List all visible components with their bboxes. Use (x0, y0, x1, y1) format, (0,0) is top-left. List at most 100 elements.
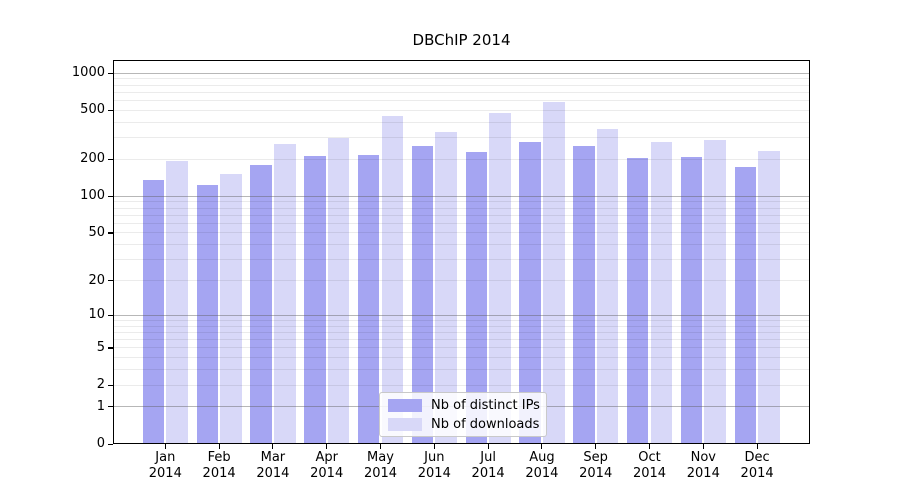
y-tick-label: 1000 (71, 65, 105, 81)
bar-distinct-ips-may (357, 155, 380, 444)
bar-downloads-mar (274, 143, 296, 444)
bar-downloads-oct (650, 141, 673, 444)
y-tick-mark (108, 347, 113, 349)
bar-distinct-ips-dec (734, 167, 756, 444)
bar-downloads-nov (704, 140, 726, 444)
x-tick-label: Jun 2014 (417, 450, 451, 481)
y-tick-mark (108, 109, 113, 112)
minor-gridline (113, 325, 810, 327)
y-tick-mark (108, 406, 113, 408)
bar-downloads-jul (489, 112, 511, 444)
x-tick-mark (326, 444, 328, 449)
bar-distinct-ips-nov (680, 156, 703, 444)
bar-distinct-ips-mar (250, 164, 272, 444)
minor-gridline (113, 78, 810, 80)
legend: Nb of distinct IPs Nb of downloads (379, 392, 547, 437)
y-tick-label: 200 (80, 151, 105, 167)
minor-gridline (113, 121, 810, 123)
x-tick-label: Jul 2014 (471, 450, 505, 481)
y-tick-label: 20 (88, 272, 105, 288)
x-tick-mark (164, 444, 166, 449)
minor-gridline (113, 232, 810, 234)
y-tick-mark (108, 443, 113, 445)
minor-gridline (113, 214, 810, 216)
y-tick-label: 50 (88, 224, 105, 240)
x-tick-label: Nov 2014 (686, 450, 720, 481)
y-tick-mark (108, 280, 113, 282)
chart-title: DBChIP 2014 (412, 31, 511, 49)
x-tick-label: Apr 2014 (310, 450, 344, 481)
minor-gridline (113, 84, 810, 86)
bar-downloads-may (381, 115, 404, 444)
x-tick-label: Sep 2014 (579, 450, 613, 481)
y-tick-mark (108, 232, 113, 234)
x-tick-mark (756, 444, 758, 449)
y-tick-label: 500 (80, 102, 105, 118)
x-tick-label: Aug 2014 (525, 450, 559, 481)
bar-downloads-jun (435, 132, 457, 444)
legend-item-downloads: Nb of downloads (388, 416, 540, 432)
y-tick-label: 2 (96, 377, 105, 393)
x-tick-mark (272, 444, 274, 449)
x-tick-mark (702, 444, 704, 449)
x-tick-label: Mar 2014 (256, 450, 290, 481)
y-tick-mark (108, 195, 113, 197)
x-tick-mark (487, 444, 489, 449)
minor-gridline (113, 201, 810, 203)
bar-distinct-ips-jun (411, 145, 434, 444)
minor-gridline (113, 91, 810, 93)
minor-gridline (113, 280, 810, 282)
bar-distinct-ips-jul (465, 152, 487, 444)
minor-gridline (113, 259, 810, 261)
y-tick-mark (108, 72, 113, 74)
minor-gridline (113, 137, 810, 139)
legend-label-downloads: Nb of downloads (431, 416, 540, 432)
bar-distinct-ips-feb (196, 184, 218, 444)
x-tick-label: Oct 2014 (632, 450, 667, 481)
x-tick-label: Dec 2014 (740, 450, 774, 481)
minor-gridline (113, 339, 810, 341)
y-tick-label: 0 (96, 436, 105, 451)
bar-downloads-feb (220, 173, 242, 444)
minor-gridline (113, 207, 810, 209)
y-tick-mark (108, 314, 113, 316)
x-tick-label: May 2014 (363, 450, 398, 481)
legend-label-distinct-ips: Nb of distinct IPs (431, 397, 540, 413)
minor-gridline (113, 222, 810, 224)
y-tick-label: 1 (96, 398, 105, 414)
y-tick-label: 10 (88, 307, 105, 323)
x-tick-mark (541, 444, 543, 449)
bar-distinct-ips-sep (573, 145, 595, 444)
x-tick-mark (433, 444, 435, 449)
y-tick-mark (108, 384, 113, 386)
x-tick-mark (218, 444, 220, 449)
bar-distinct-ips-oct (626, 158, 649, 444)
legend-swatch-distinct-ips (388, 398, 422, 412)
plot-area: Nb of distinct IPs Nb of downloads 0 1 2 5 1… (72, 60, 810, 481)
bar-downloads-dec (758, 151, 780, 444)
legend-swatch-downloads (388, 417, 422, 431)
minor-gridline (113, 109, 810, 111)
x-tick-label: Feb 2014 (202, 450, 236, 481)
minor-gridline (113, 319, 810, 321)
bar-downloads-aug (543, 102, 565, 444)
bar-downloads-apr (327, 138, 350, 444)
minor-gridline (113, 331, 810, 333)
minor-gridline (113, 357, 810, 359)
y-tick-mark (108, 158, 113, 161)
minor-gridline (113, 369, 810, 371)
bar-distinct-ips-aug (519, 142, 541, 444)
bar-distinct-ips-apr (304, 155, 326, 444)
bar-downloads-sep (596, 129, 619, 444)
legend-item-distinct-ips: Nb of distinct IPs (388, 398, 540, 413)
x-tick-mark (595, 444, 597, 449)
minor-gridline (113, 158, 810, 160)
y-tick-label: 5 (96, 339, 105, 355)
minor-gridline (113, 244, 810, 246)
y-tick-label: 100 (80, 188, 105, 204)
x-tick-mark (648, 444, 651, 449)
minor-gridline (113, 100, 810, 102)
minor-gridline (113, 384, 810, 386)
bar-distinct-ips-jan (142, 179, 165, 444)
